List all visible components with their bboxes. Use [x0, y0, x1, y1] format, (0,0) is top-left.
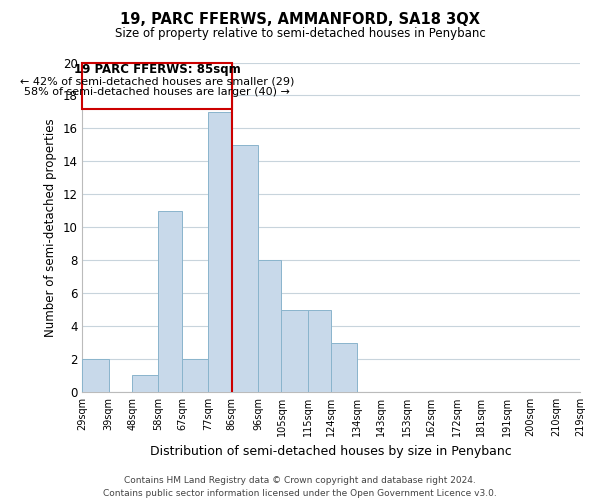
Bar	[82, 359, 109, 392]
Bar	[132, 376, 158, 392]
Bar	[158, 210, 182, 392]
X-axis label: Distribution of semi-detached houses by size in Penybanc: Distribution of semi-detached houses by …	[151, 444, 512, 458]
Text: Contains HM Land Registry data © Crown copyright and database right 2024.
Contai: Contains HM Land Registry data © Crown c…	[103, 476, 497, 498]
Bar	[258, 260, 281, 392]
Text: Size of property relative to semi-detached houses in Penybanc: Size of property relative to semi-detach…	[115, 28, 485, 40]
Bar	[281, 310, 308, 392]
Bar	[331, 342, 358, 392]
Bar	[308, 310, 331, 392]
Bar	[208, 112, 232, 392]
Text: 19 PARC FFERWS: 85sqm: 19 PARC FFERWS: 85sqm	[74, 64, 241, 76]
Text: ← 42% of semi-detached houses are smaller (29): ← 42% of semi-detached houses are smalle…	[20, 76, 294, 86]
Bar	[182, 359, 208, 392]
Text: 58% of semi-detached houses are larger (40) →: 58% of semi-detached houses are larger (…	[24, 87, 290, 97]
Y-axis label: Number of semi-detached properties: Number of semi-detached properties	[44, 118, 57, 336]
Bar	[232, 145, 258, 392]
FancyBboxPatch shape	[82, 62, 232, 108]
Text: 19, PARC FFERWS, AMMANFORD, SA18 3QX: 19, PARC FFERWS, AMMANFORD, SA18 3QX	[120, 12, 480, 28]
